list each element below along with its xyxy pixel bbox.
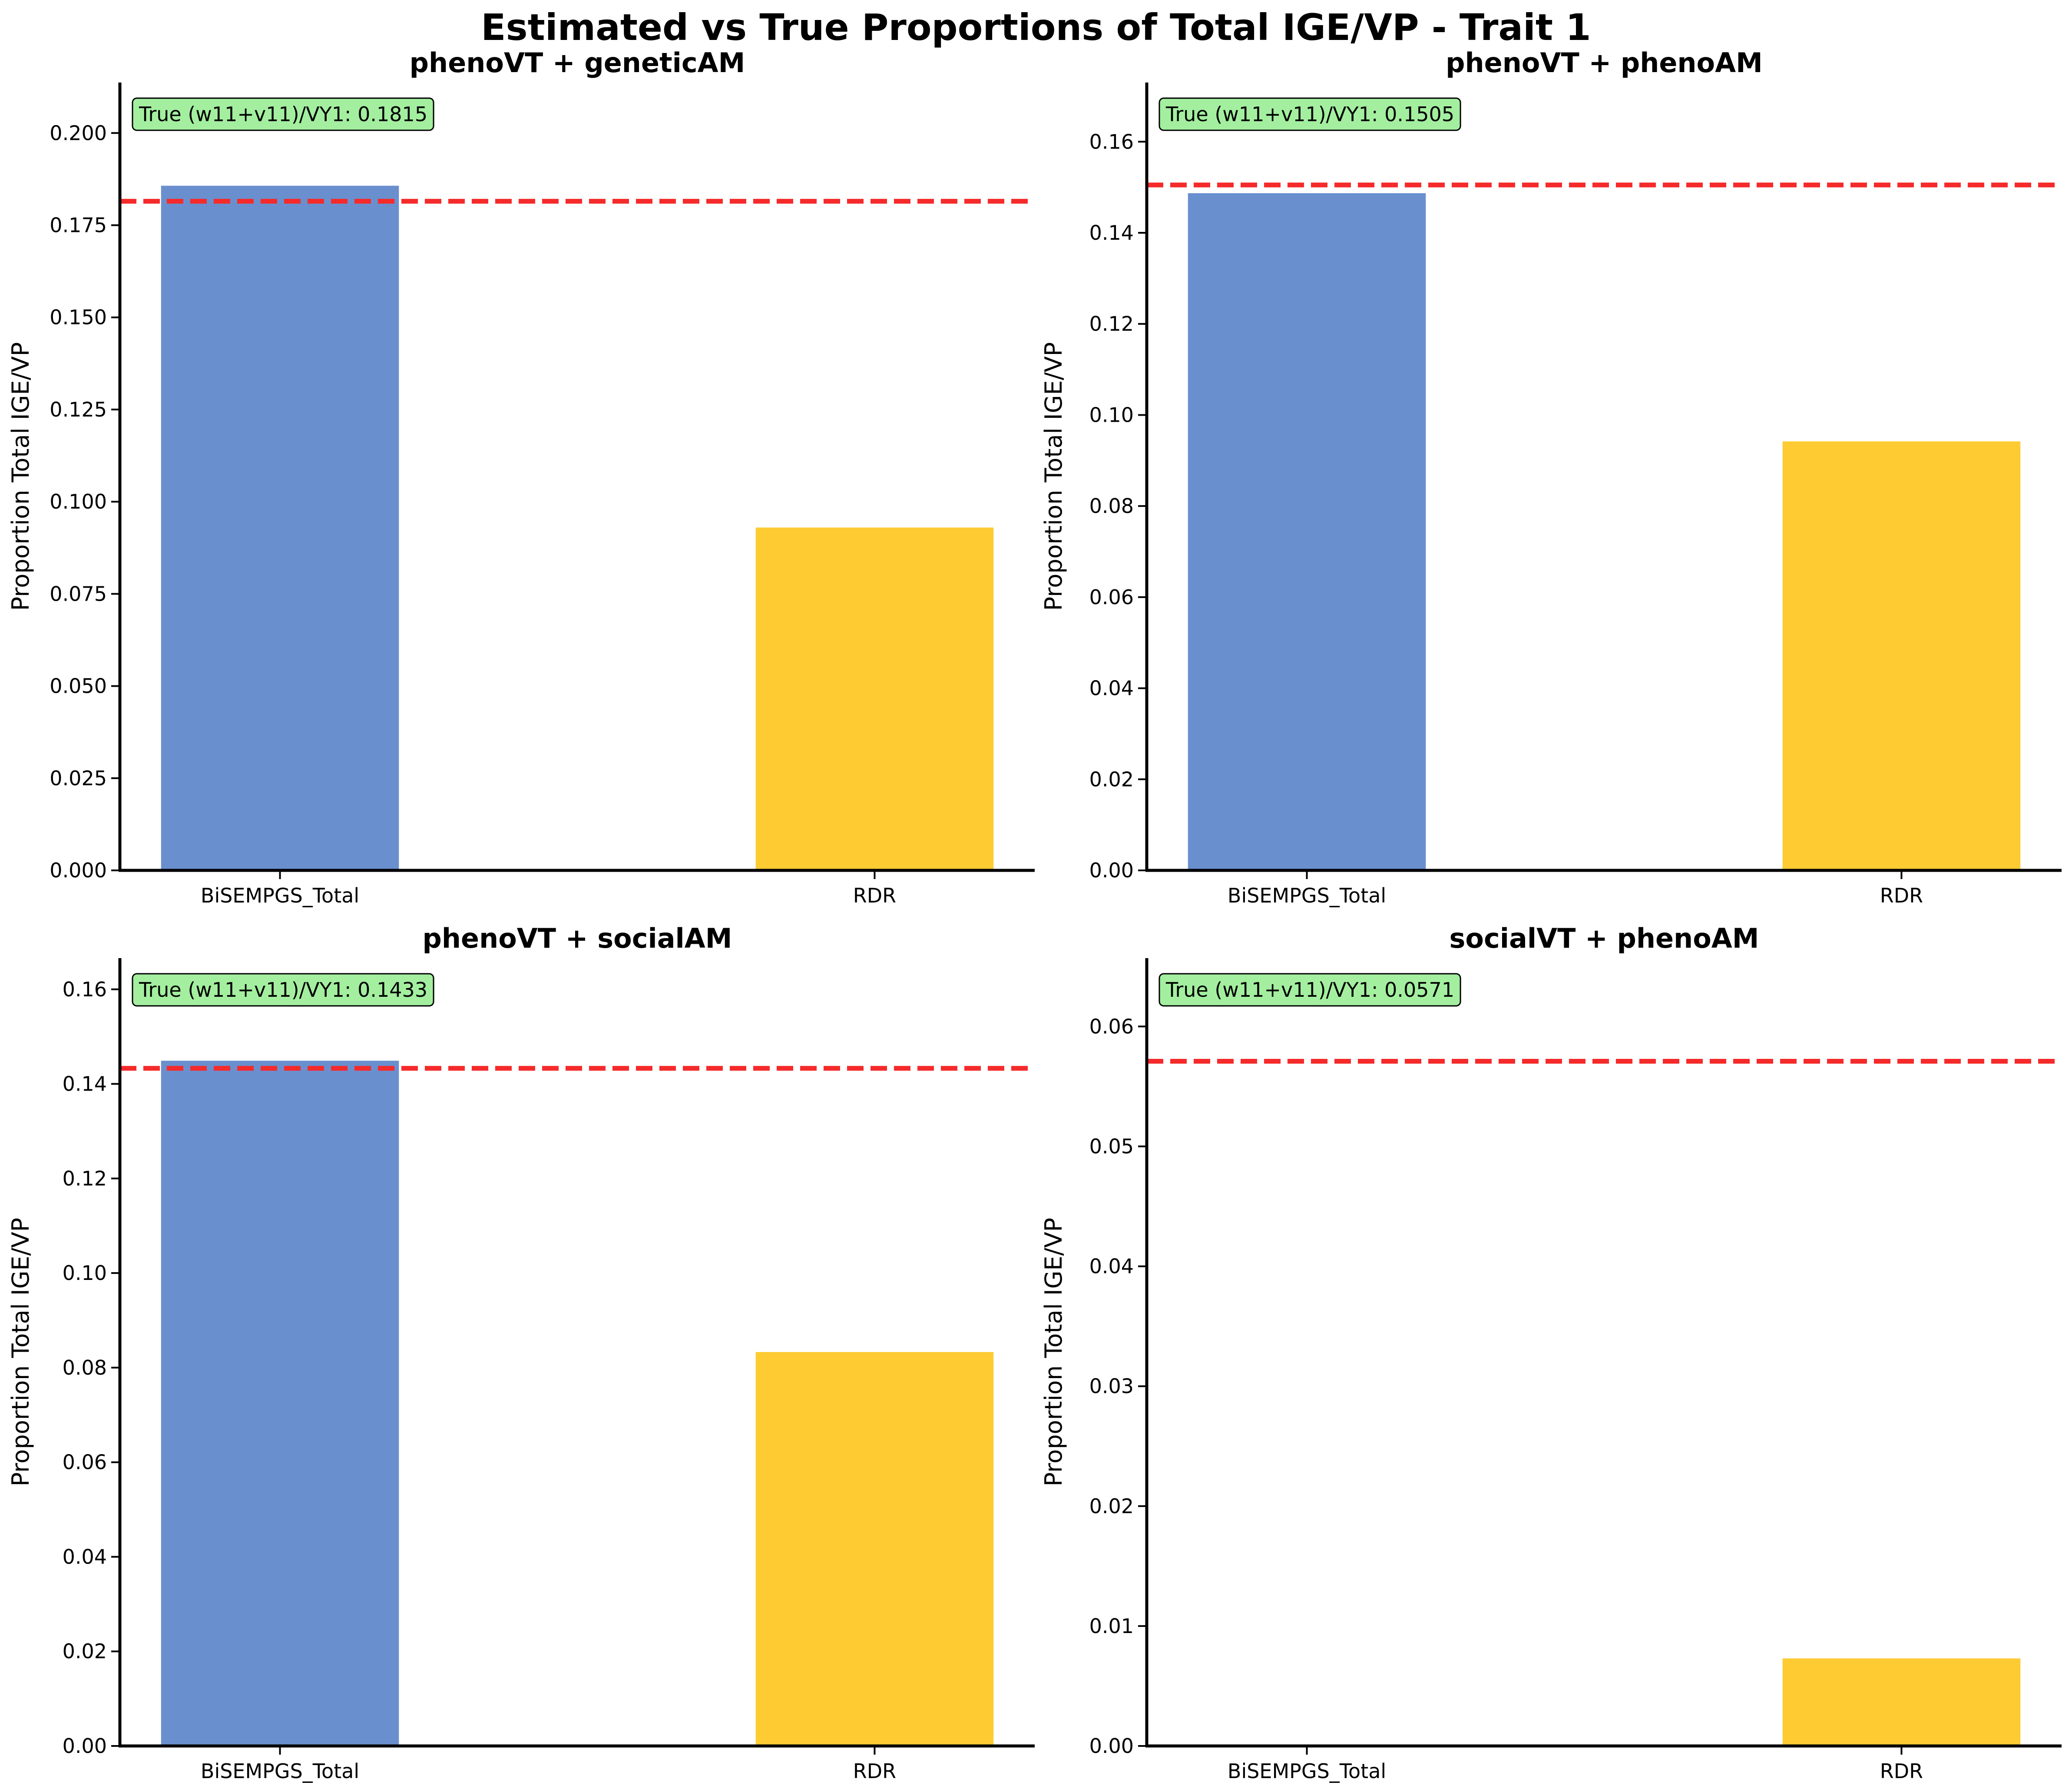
y-tick-label: 0.075 (50, 582, 107, 605)
y-tick-label: 0.12 (1089, 312, 1134, 336)
y-tick-label: 0.14 (1089, 221, 1134, 245)
x-tick-label: RDR (1880, 1759, 1923, 1783)
y-tick-label: 0.025 (50, 767, 107, 790)
x-tick-label: RDR (1880, 884, 1923, 907)
annotation-box (1158, 973, 1461, 1007)
y-tick-label: 0.06 (63, 1451, 107, 1474)
y-axis-label: Proportion Total IGE/VP (7, 1218, 34, 1487)
subplot-3: 0.00 0.02 0.04 0.06 0.08 0.10 0.12 0.14 0.16 BiSE… (7, 922, 1035, 1783)
y-axis-label: Proportion Total IGE/VP (1040, 342, 1067, 611)
y-tick-label: 0.175 (50, 214, 107, 237)
y-tick-label: 0.00 (1089, 859, 1134, 882)
bar-rdr (755, 527, 994, 870)
bar-rdr (1782, 1658, 2021, 1746)
y-axis-label: Proportion Total IGE/VP (1040, 1218, 1067, 1487)
y-tick-label: 0.03 (1089, 1375, 1134, 1398)
y-tick-label: 0.16 (63, 978, 107, 1001)
x-tick-label: RDR (853, 884, 896, 907)
figure-title: Estimated vs True Proportions of Total I… (481, 6, 1591, 49)
y-tick-label: 0.01 (1089, 1614, 1134, 1638)
true-value-annotation: True (w11+v11)/VY1: 0.0571 (1165, 978, 1454, 1002)
subplot-2: 0.00 0.02 0.04 0.06 0.08 0.10 0.12 0.14 0.16 BiSE… (1040, 47, 2062, 907)
y-tick-label: 0.00 (1089, 1734, 1134, 1758)
y-axis-label: Proportion Total IGE/VP (7, 342, 34, 611)
true-value-annotation: True (w11+v11)/VY1: 0.1815 (139, 102, 427, 126)
subplot-title: phenoVT + geneticAM (410, 47, 745, 79)
subplot-4: 0.00 0.01 0.02 0.03 0.04 0.05 0.06 BiSEMPGS_Tot… (1040, 922, 2062, 1783)
subplot-1: 0.000 0.025 0.050 0.075 0.100 0.125 0.150 0.175… (7, 47, 1035, 907)
x-tick-label: BiSEMPGS_Total (1228, 884, 1386, 907)
annotation-box (132, 97, 434, 131)
bar-rdr (1782, 441, 2021, 870)
y-tick-label: 0.04 (1089, 677, 1134, 700)
subplot-title: phenoVT + socialAM (423, 922, 732, 954)
y-tick-label: 0.200 (50, 121, 107, 145)
y-tick-label: 0.06 (1089, 1015, 1134, 1038)
y-tick-label: 0.00 (63, 1734, 107, 1758)
bar-bisempgs-total (1188, 193, 1426, 871)
y-tick-label: 0.04 (63, 1545, 107, 1568)
y-tick-label: 0.08 (1089, 494, 1134, 518)
y-tick-label: 0.06 (1089, 585, 1134, 609)
y-tick-label: 0.02 (63, 1640, 107, 1663)
y-tick-label: 0.125 (50, 398, 107, 421)
bar-bisempgs-total (161, 1061, 399, 1746)
true-value-annotation: True (w11+v11)/VY1: 0.1433 (139, 978, 427, 1002)
bar-bisempgs-total (161, 185, 399, 871)
true-value-annotation: True (w11+v11)/VY1: 0.1505 (1165, 102, 1454, 126)
y-tick-label: 0.05 (1089, 1134, 1134, 1158)
annotation-box (1158, 97, 1461, 131)
subplot-title: socialVT + phenoAM (1450, 922, 1759, 954)
y-tick-label: 0.050 (50, 674, 107, 698)
x-tick-label: BiSEMPGS_Total (1228, 1759, 1386, 1783)
bar-rdr (755, 1352, 994, 1746)
y-tick-label: 0.10 (1089, 403, 1134, 427)
x-tick-label: BiSEMPGS_Total (201, 1759, 359, 1783)
y-tick-label: 0.14 (63, 1072, 107, 1096)
annotation-box (132, 973, 434, 1007)
subplot-title: phenoVT + phenoAM (1446, 47, 1763, 79)
y-tick-label: 0.100 (50, 490, 107, 513)
y-tick-label: 0.000 (50, 859, 107, 882)
y-tick-label: 0.150 (50, 306, 107, 329)
y-tick-label: 0.04 (1089, 1255, 1134, 1278)
y-tick-label: 0.16 (1089, 130, 1134, 153)
y-tick-label: 0.10 (63, 1261, 107, 1285)
x-tick-label: RDR (853, 1759, 896, 1783)
y-tick-label: 0.02 (1089, 1494, 1134, 1518)
x-tick-label: BiSEMPGS_Total (201, 884, 359, 907)
y-tick-label: 0.08 (63, 1356, 107, 1379)
y-tick-label: 0.02 (1089, 767, 1134, 791)
y-tick-label: 0.12 (63, 1167, 107, 1190)
